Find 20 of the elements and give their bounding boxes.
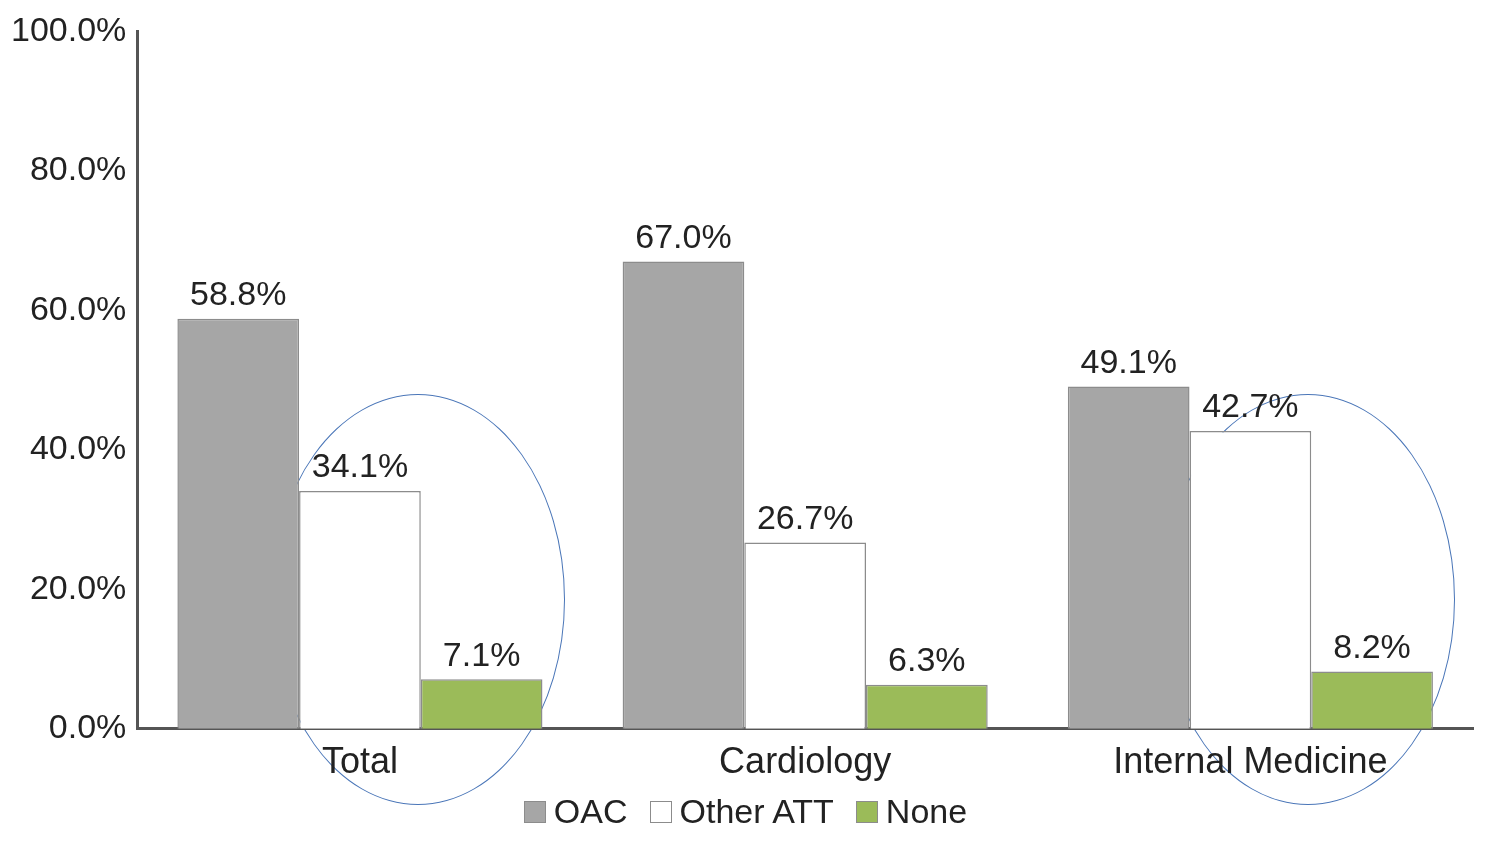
text: 6.3% — [888, 640, 966, 679]
y-tick-label: 80.0% — [29, 149, 127, 188]
x-tick-label: Total — [321, 740, 398, 782]
text: 26.7% — [756, 497, 854, 536]
series-label: Other ATT — [679, 792, 834, 831]
x-tick-label: Cardiology — [719, 740, 892, 782]
y-tick-label: 40.0% — [29, 428, 127, 467]
legend-label: OAC — [553, 792, 628, 831]
text: 58.8% — [190, 274, 287, 313]
text: 67.0% — [635, 216, 732, 255]
x-tick-label: Internal Medicine — [1113, 740, 1388, 782]
text: 8.2% — [1333, 626, 1411, 665]
text: 49.1% — [1080, 341, 1177, 380]
y-tick-label: 20.0% — [29, 567, 127, 606]
text: 7.1% — [442, 634, 521, 673]
y-tick-label: 100.0% — [10, 9, 127, 48]
text: 34.1% — [311, 446, 409, 485]
y-tick-label: 0.0% — [48, 707, 127, 746]
y-tick-label: 60.0% — [29, 288, 127, 327]
legend-label: None — [885, 792, 968, 831]
